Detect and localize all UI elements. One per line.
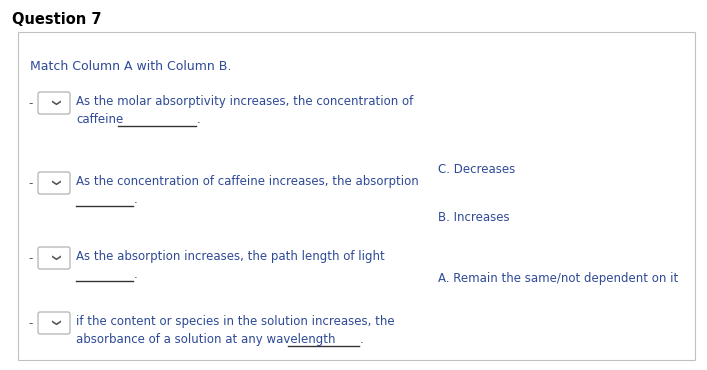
Text: .: . <box>134 193 137 206</box>
Text: A. Remain the same/not dependent on it: A. Remain the same/not dependent on it <box>438 272 679 285</box>
Text: .: . <box>197 113 201 126</box>
Text: As the concentration of caffeine increases, the absorption: As the concentration of caffeine increas… <box>76 175 419 188</box>
Text: -: - <box>28 177 33 190</box>
Text: -: - <box>28 317 33 330</box>
FancyBboxPatch shape <box>38 312 70 334</box>
Text: .: . <box>360 333 363 346</box>
Text: absorbance of a solution at any wavelength: absorbance of a solution at any waveleng… <box>76 333 336 346</box>
Text: C. Decreases: C. Decreases <box>438 163 515 176</box>
Text: Question 7: Question 7 <box>12 12 102 27</box>
Text: caffeine: caffeine <box>76 113 123 126</box>
Text: Match Column A with Column B.: Match Column A with Column B. <box>30 60 231 73</box>
Text: As the absorption increases, the path length of light: As the absorption increases, the path le… <box>76 250 385 263</box>
Text: -: - <box>28 252 33 265</box>
Text: if the content or species in the solution increases, the: if the content or species in the solutio… <box>76 315 395 328</box>
FancyBboxPatch shape <box>38 172 70 194</box>
Text: As the molar absorptivity increases, the concentration of: As the molar absorptivity increases, the… <box>76 95 414 108</box>
Text: -: - <box>28 97 33 110</box>
Text: B. Increases: B. Increases <box>438 211 510 224</box>
Text: ❯: ❯ <box>49 254 59 262</box>
Text: ❯: ❯ <box>49 99 59 107</box>
Text: ❯: ❯ <box>49 319 59 327</box>
Text: ❯: ❯ <box>49 179 59 187</box>
FancyBboxPatch shape <box>38 92 70 114</box>
Text: .: . <box>134 268 137 281</box>
FancyBboxPatch shape <box>38 247 70 269</box>
